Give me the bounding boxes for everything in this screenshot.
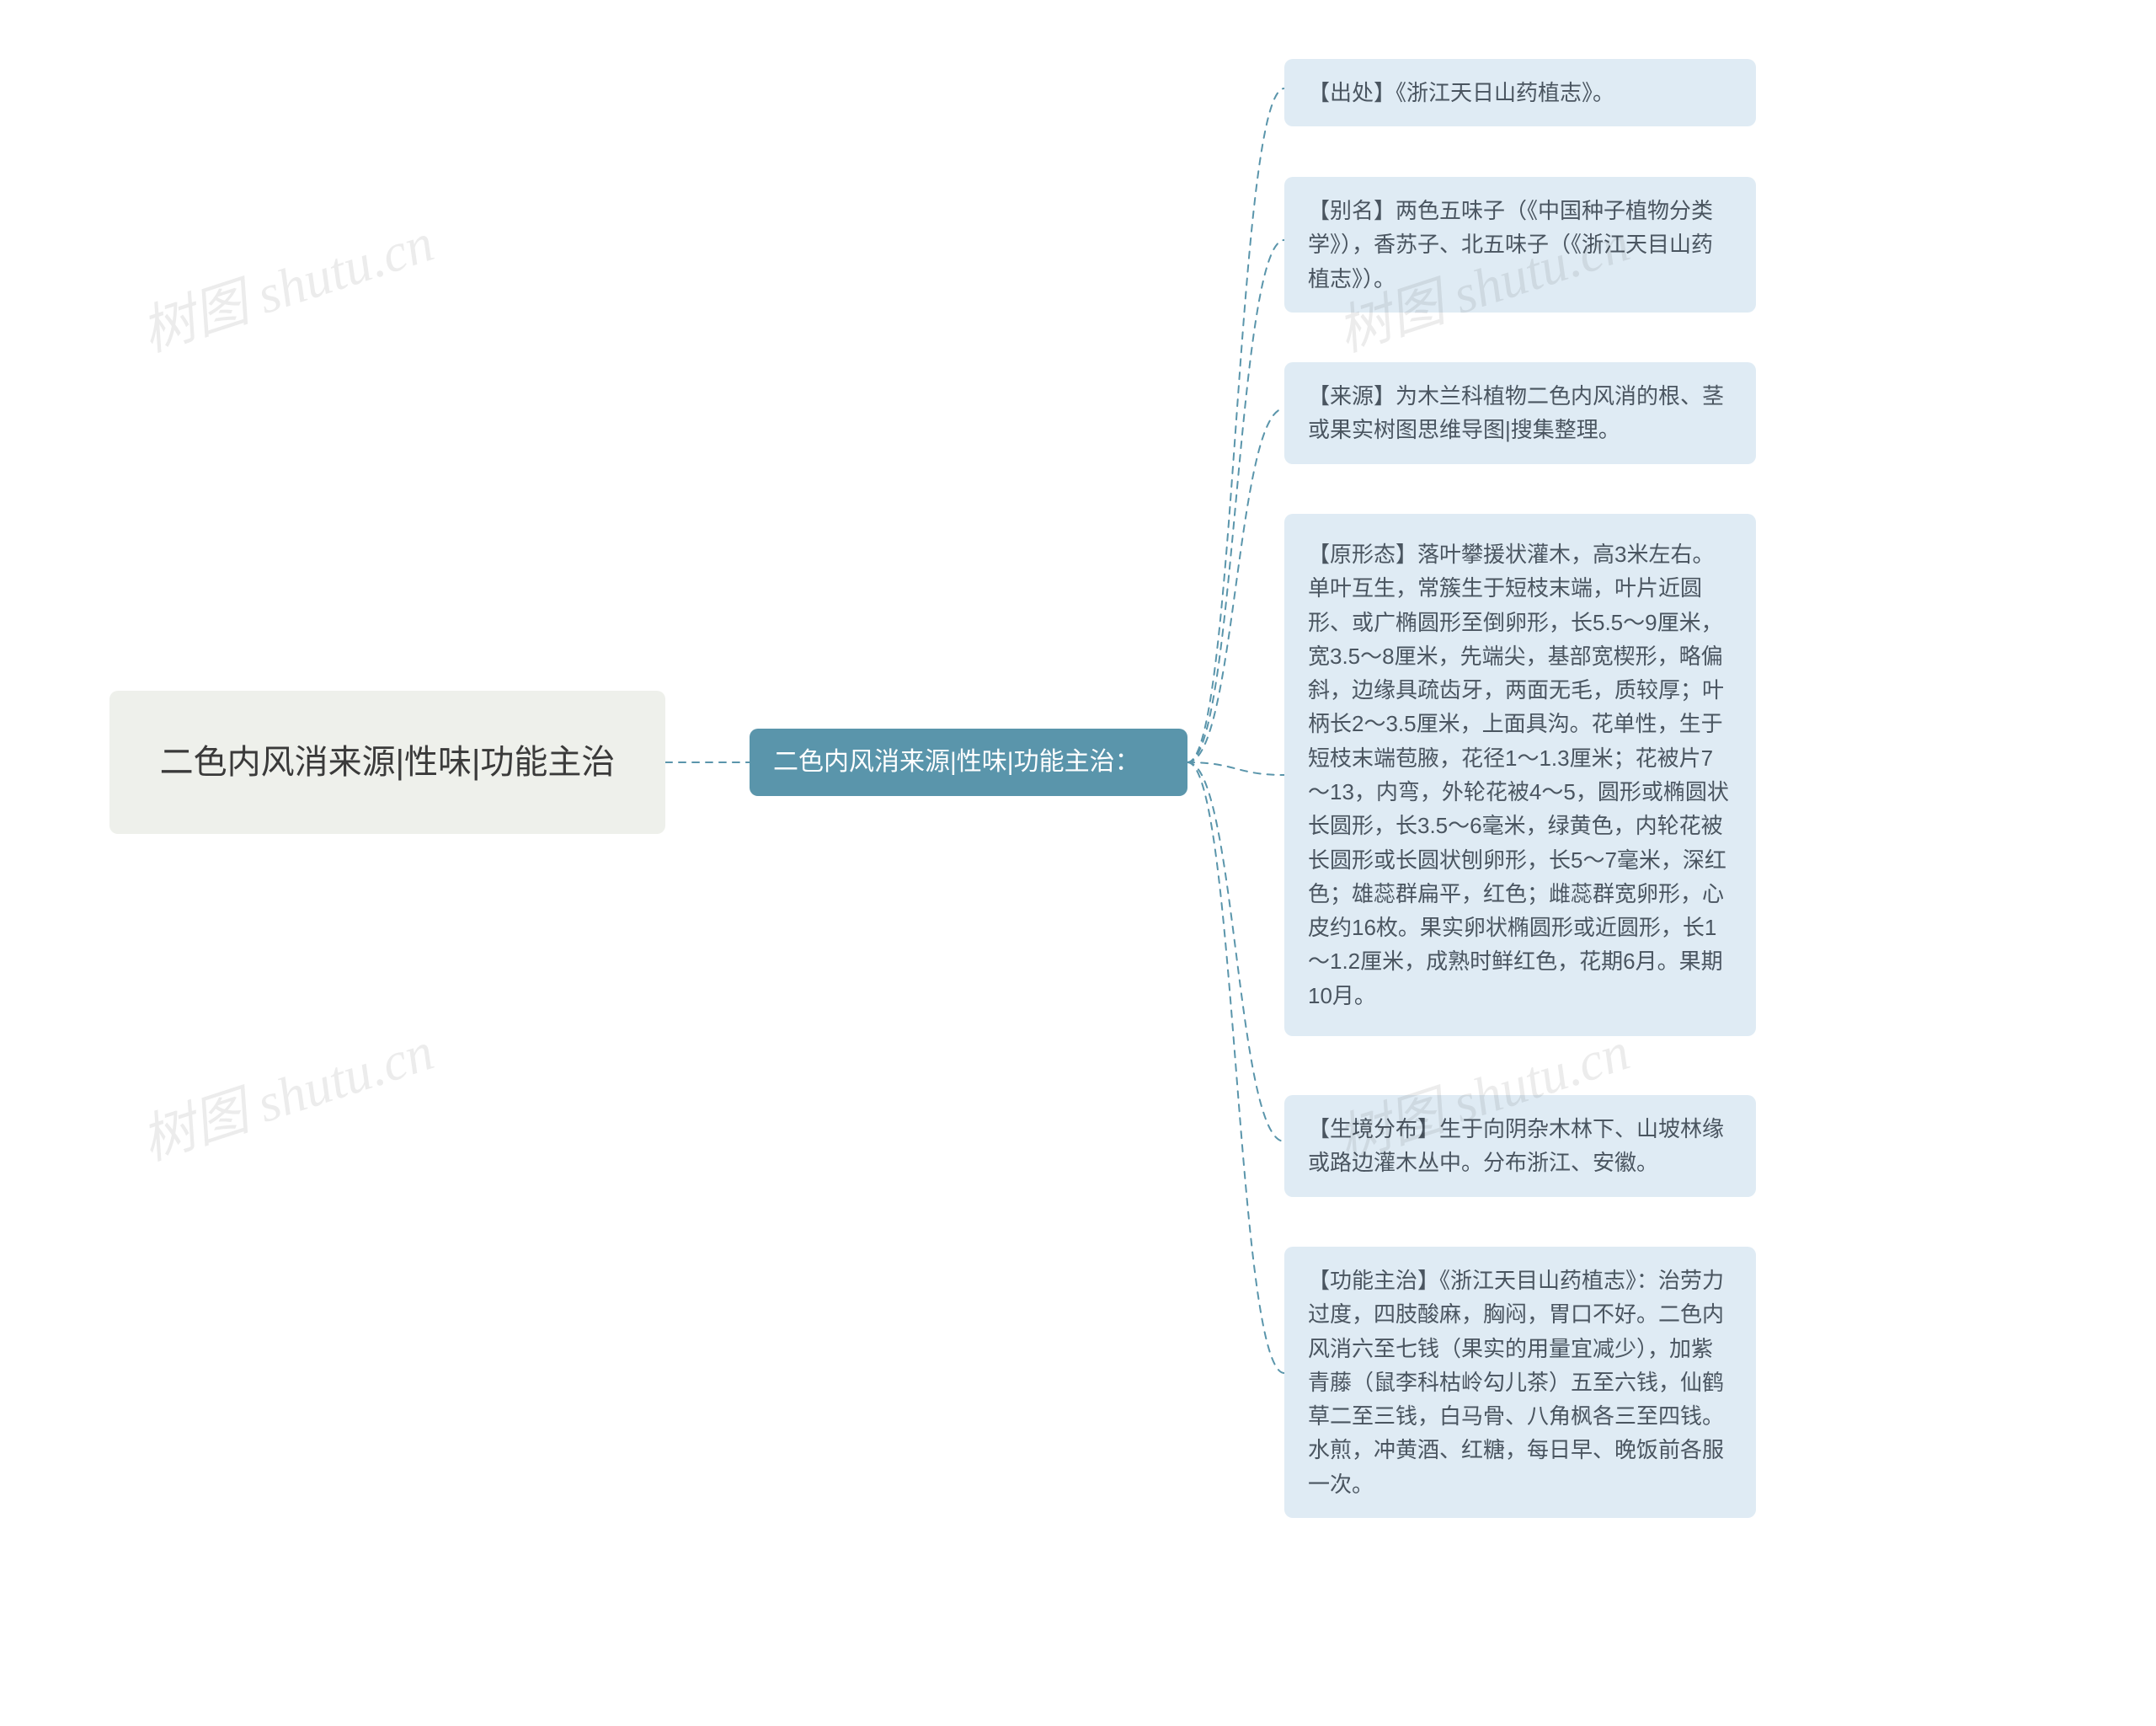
leaf-node: 【功能主治】《浙江天目山药植志》：治劳力过度，四肢酸麻，胸闷，胃口不好。二色内风… bbox=[1284, 1247, 1756, 1518]
root-label: 二色内风消来源|性味|功能主治 bbox=[133, 736, 642, 788]
leaf-label: 【生境分布】生于向阴杂木林下、山坡林缘或路边灌木丛中。分布浙江、安徽。 bbox=[1308, 1112, 1732, 1180]
mindmap-canvas: 二色内风消来源|性味|功能主治 二色内风消来源|性味|功能主治： 【出处】《浙江… bbox=[0, 0, 2156, 1726]
leaf-label: 【别名】两色五味子（《中国种子植物分类学》），香苏子、北五味子（《浙江天目山药植… bbox=[1308, 194, 1732, 296]
leaf-node: 【来源】为木兰科植物二色内风消的根、茎或果实树图思维导图|搜集整理。 bbox=[1284, 362, 1756, 464]
leaf-label: 【出处】《浙江天日山药植志》。 bbox=[1308, 76, 1732, 110]
root-node: 二色内风消来源|性味|功能主治 bbox=[109, 691, 665, 834]
branch-node: 二色内风消来源|性味|功能主治： bbox=[750, 729, 1187, 796]
leaf-node: 【生境分布】生于向阴杂木林下、山坡林缘或路边灌木丛中。分布浙江、安徽。 bbox=[1284, 1095, 1756, 1197]
connectors-layer bbox=[0, 0, 2156, 1726]
leaf-node: 【出处】《浙江天日山药植志》。 bbox=[1284, 59, 1756, 126]
leaf-label: 【功能主治】《浙江天目山药植志》：治劳力过度，四肢酸麻，胸闷，胃口不好。二色内风… bbox=[1308, 1264, 1732, 1501]
watermark-text: 树图 shutu.cn bbox=[131, 200, 442, 366]
leaf-label: 【来源】为木兰科植物二色内风消的根、茎或果实树图思维导图|搜集整理。 bbox=[1308, 379, 1732, 447]
leaf-label: 【原形态】落叶攀援状灌木，高3米左右。单叶互生，常簇生于短枝末端，叶片近圆形、或… bbox=[1308, 537, 1732, 1013]
leaf-node: 【别名】两色五味子（《中国种子植物分类学》），香苏子、北五味子（《浙江天目山药植… bbox=[1284, 177, 1756, 313]
watermark-text: 树图 shutu.cn bbox=[131, 1008, 442, 1175]
leaf-node: 【原形态】落叶攀援状灌木，高3米左右。单叶互生，常簇生于短枝末端，叶片近圆形、或… bbox=[1284, 514, 1756, 1036]
branch-label: 二色内风消来源|性味|功能主治： bbox=[773, 743, 1164, 783]
